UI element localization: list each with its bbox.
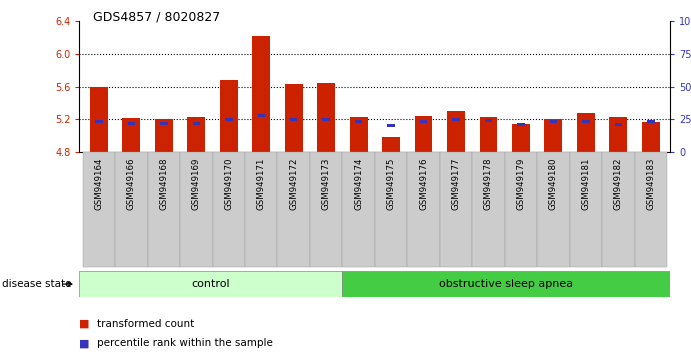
Text: GDS4857 / 8020827: GDS4857 / 8020827 [93,11,220,24]
Text: GSM949169: GSM949169 [192,158,201,210]
Bar [388,124,395,127]
Bar [342,271,670,297]
Bar [115,152,148,267]
Bar [323,118,330,121]
Bar [484,119,492,122]
Bar [160,122,168,125]
Bar [317,82,335,152]
Text: GSM949176: GSM949176 [419,158,428,211]
Bar [187,117,205,152]
Bar [453,118,460,121]
Bar [582,120,589,122]
Text: GSM949170: GSM949170 [225,158,234,211]
Bar [407,152,439,267]
Bar [343,152,375,267]
Text: GSM949181: GSM949181 [581,158,590,211]
Bar [83,152,115,267]
Bar [252,36,270,152]
Bar [614,123,622,126]
Bar [350,117,368,152]
Bar [634,152,667,267]
Bar [285,84,303,152]
Text: GSM949174: GSM949174 [354,158,363,211]
Text: GSM949171: GSM949171 [257,158,266,211]
Bar [382,137,400,152]
Bar [225,118,233,121]
Bar [609,117,627,152]
Bar [447,111,465,152]
Bar [95,120,103,123]
Bar [290,118,297,121]
Text: GSM949182: GSM949182 [614,158,623,211]
Bar [180,152,213,267]
Bar [90,87,108,152]
Bar [220,80,238,152]
Text: GSM949168: GSM949168 [160,158,169,211]
Bar [79,271,342,297]
Text: control: control [191,279,230,289]
Bar [148,152,180,267]
Text: obstructive sleep apnea: obstructive sleep apnea [439,279,574,289]
Text: GSM949180: GSM949180 [549,158,558,211]
Bar [258,114,265,117]
Text: ■: ■ [79,338,90,348]
Bar [213,152,245,267]
Text: ■: ■ [79,319,90,329]
Text: GSM949166: GSM949166 [127,158,136,211]
Bar [504,152,537,267]
Text: GSM949172: GSM949172 [290,158,299,211]
Text: GSM949164: GSM949164 [95,158,104,211]
Text: disease state: disease state [2,279,72,289]
Bar [155,119,173,152]
Bar [355,120,362,122]
Text: GSM949178: GSM949178 [484,158,493,211]
Text: GSM949179: GSM949179 [516,158,525,210]
Bar [480,117,498,152]
Bar [375,152,407,267]
Bar [569,152,602,267]
Bar [439,152,472,267]
Bar [545,119,562,152]
Text: GSM949173: GSM949173 [322,158,331,211]
Bar [245,152,278,267]
Text: transformed count: transformed count [97,319,194,329]
Bar [517,123,524,126]
Text: percentile rank within the sample: percentile rank within the sample [97,338,273,348]
Bar [512,124,530,152]
Bar [122,118,140,152]
Bar [642,122,660,152]
Bar [549,120,557,122]
Bar [602,152,634,267]
Text: GSM949183: GSM949183 [646,158,655,211]
Bar [310,152,343,267]
Bar [128,122,135,125]
Bar [537,152,569,267]
Text: GSM949175: GSM949175 [386,158,396,211]
Bar [278,152,310,267]
Bar [420,120,427,123]
Bar [415,116,433,152]
Bar [472,152,504,267]
Bar [577,113,595,152]
Bar [647,120,654,123]
Bar [193,122,200,125]
Text: GSM949177: GSM949177 [451,158,460,211]
